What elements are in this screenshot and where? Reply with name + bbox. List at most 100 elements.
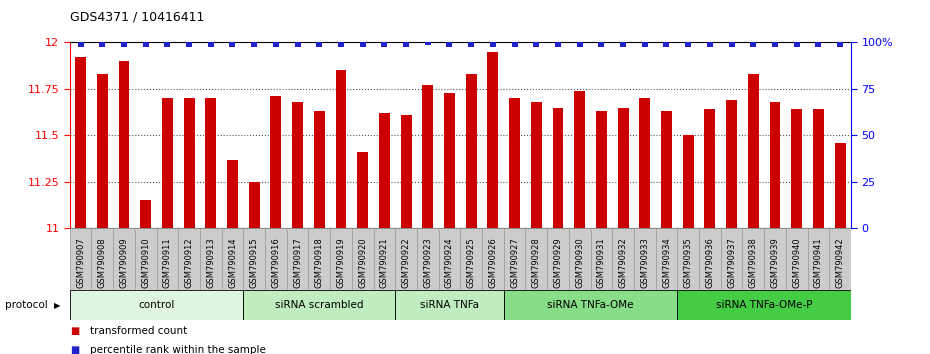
Bar <box>721 228 742 290</box>
Bar <box>395 290 504 320</box>
Text: GSM790926: GSM790926 <box>488 238 498 289</box>
Text: ■: ■ <box>70 326 79 336</box>
Text: percentile rank within the sample: percentile rank within the sample <box>90 346 266 354</box>
Bar <box>504 228 525 290</box>
Text: siRNA TNFa-OMe-P: siRNA TNFa-OMe-P <box>716 300 813 310</box>
Text: GSM790935: GSM790935 <box>684 238 693 289</box>
Bar <box>244 228 265 290</box>
Bar <box>183 98 194 228</box>
Bar <box>395 228 417 290</box>
Bar <box>504 290 677 320</box>
Bar <box>140 200 151 228</box>
Bar <box>357 152 368 228</box>
Text: GSM790934: GSM790934 <box>662 238 671 289</box>
Text: GSM790920: GSM790920 <box>358 238 367 288</box>
Bar <box>834 143 845 228</box>
Text: control: control <box>139 300 175 310</box>
Text: protocol: protocol <box>5 300 47 310</box>
Text: GSM790938: GSM790938 <box>749 238 758 289</box>
Text: GSM790939: GSM790939 <box>770 238 779 289</box>
Text: GSM790919: GSM790919 <box>337 238 346 288</box>
Bar <box>336 70 346 228</box>
Bar <box>313 111 325 228</box>
Bar <box>612 228 634 290</box>
Bar <box>466 74 476 228</box>
Bar <box>764 228 786 290</box>
Text: GSM790909: GSM790909 <box>119 238 128 288</box>
Bar <box>374 228 395 290</box>
Text: GSM790941: GSM790941 <box>814 238 823 288</box>
Text: GSM790922: GSM790922 <box>402 238 411 288</box>
Text: GSM790927: GSM790927 <box>510 238 519 289</box>
Text: GSM790937: GSM790937 <box>727 238 737 289</box>
Text: GSM790932: GSM790932 <box>618 238 628 289</box>
Bar <box>244 290 395 320</box>
Bar <box>70 228 91 290</box>
Bar <box>97 74 108 228</box>
Bar <box>699 228 721 290</box>
Bar <box>162 98 173 228</box>
Bar <box>135 228 156 290</box>
Text: GSM790908: GSM790908 <box>98 238 107 289</box>
Text: siRNA scrambled: siRNA scrambled <box>275 300 364 310</box>
Text: GSM790918: GSM790918 <box>314 238 324 289</box>
Bar <box>509 98 520 228</box>
Bar <box>726 100 737 228</box>
Bar <box>704 109 715 228</box>
Text: GSM790912: GSM790912 <box>184 238 193 288</box>
Text: GSM790907: GSM790907 <box>76 238 86 289</box>
Bar <box>807 228 830 290</box>
Bar <box>330 228 352 290</box>
Bar <box>439 228 460 290</box>
Text: GSM790929: GSM790929 <box>553 238 563 288</box>
Bar <box>791 109 802 228</box>
Text: GSM790910: GSM790910 <box>141 238 151 288</box>
Bar <box>569 228 591 290</box>
Bar <box>769 102 780 228</box>
Text: GSM790916: GSM790916 <box>272 238 281 289</box>
Bar <box>401 115 411 228</box>
Text: GSM790915: GSM790915 <box>249 238 259 288</box>
Bar <box>487 52 498 228</box>
Bar <box>444 93 455 228</box>
Bar <box>525 228 547 290</box>
Bar <box>748 74 759 228</box>
Bar <box>286 228 309 290</box>
Text: GSM790911: GSM790911 <box>163 238 172 288</box>
Bar <box>482 228 504 290</box>
Text: GSM790940: GSM790940 <box>792 238 802 288</box>
Bar <box>206 98 216 228</box>
Bar <box>531 102 541 228</box>
Bar <box>113 228 135 290</box>
Text: GSM790914: GSM790914 <box>228 238 237 288</box>
Bar <box>677 290 851 320</box>
Bar <box>830 228 851 290</box>
Bar <box>742 228 764 290</box>
Bar <box>118 61 129 228</box>
Bar <box>786 228 807 290</box>
Bar <box>683 135 694 228</box>
Text: transformed count: transformed count <box>90 326 188 336</box>
Bar <box>75 57 86 228</box>
Bar <box>271 96 281 228</box>
Text: GDS4371 / 10416411: GDS4371 / 10416411 <box>70 11 204 24</box>
Bar <box>422 85 433 228</box>
Text: ▶: ▶ <box>54 301 60 310</box>
Bar <box>309 228 330 290</box>
Text: GSM790925: GSM790925 <box>467 238 476 288</box>
Bar <box>656 228 677 290</box>
Text: GSM790933: GSM790933 <box>640 238 649 289</box>
Bar <box>179 228 200 290</box>
Bar <box>417 228 439 290</box>
Text: GSM790942: GSM790942 <box>835 238 844 288</box>
Text: GSM790923: GSM790923 <box>423 238 432 289</box>
Bar <box>574 91 585 228</box>
Bar <box>596 111 606 228</box>
Text: siRNA TNFa-OMe: siRNA TNFa-OMe <box>547 300 634 310</box>
Bar <box>292 102 303 228</box>
Bar <box>227 160 238 228</box>
Text: GSM790913: GSM790913 <box>206 238 216 289</box>
Bar <box>265 228 286 290</box>
Bar <box>618 108 629 228</box>
Text: siRNA TNFa: siRNA TNFa <box>420 300 479 310</box>
